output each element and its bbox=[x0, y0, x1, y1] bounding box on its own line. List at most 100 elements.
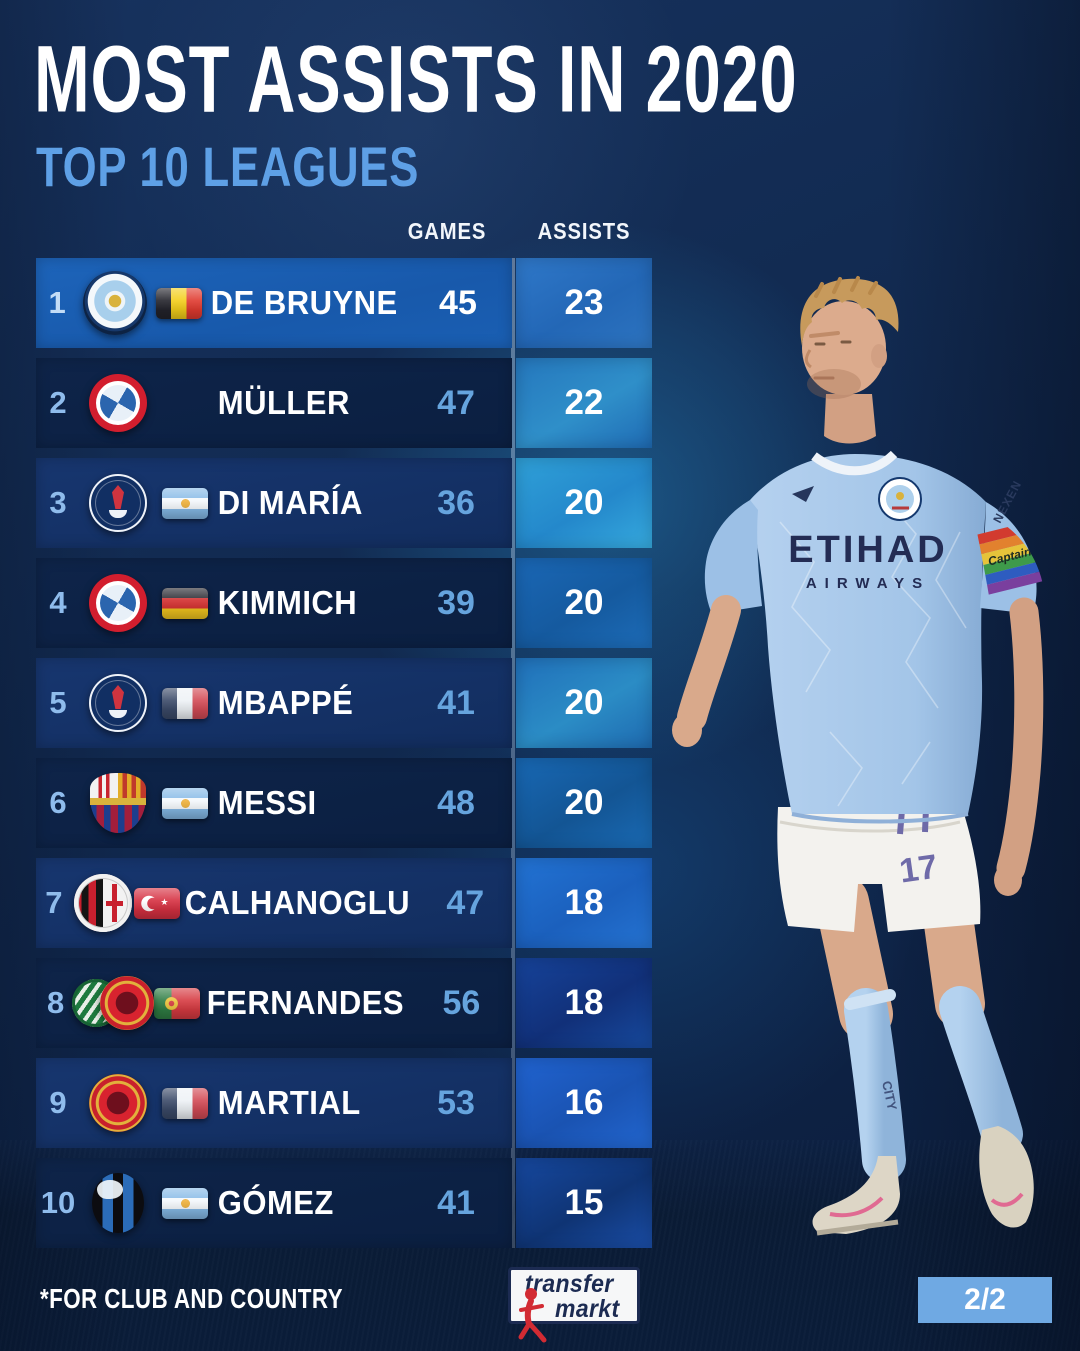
games-value: 47 bbox=[437, 383, 475, 422]
player-name: GÓMEZ bbox=[217, 1184, 334, 1221]
flag-gloss bbox=[162, 787, 208, 819]
player-name: MARTIAL bbox=[217, 1084, 361, 1121]
player-name: MBAPPÉ bbox=[217, 684, 354, 721]
shorts-seam bbox=[779, 820, 961, 833]
city-crest-inner bbox=[886, 485, 914, 513]
player-right-boot bbox=[812, 1156, 900, 1234]
boot-sole bbox=[816, 1219, 899, 1236]
row-main: 2 MÜLLER 47 bbox=[36, 358, 512, 448]
flag-cell bbox=[151, 987, 203, 1019]
row-main: 5 MBAPPÉ 41 bbox=[36, 658, 512, 748]
city-crest-gold bbox=[896, 492, 904, 500]
games-value: 47 bbox=[446, 883, 485, 922]
shorts-straps bbox=[897, 807, 929, 835]
jersey-sponsor-2: AIRWAYS bbox=[806, 575, 930, 592]
rank-label: 5 bbox=[49, 685, 67, 720]
player-left-boot bbox=[979, 1126, 1034, 1228]
player-name: DI MARÍA bbox=[217, 484, 363, 521]
club-badge-barca bbox=[90, 773, 146, 833]
player-ear bbox=[871, 344, 887, 368]
assists-value: 16 bbox=[564, 1083, 604, 1122]
nation-flag-tr bbox=[134, 887, 181, 919]
player-right-sock bbox=[844, 988, 906, 1182]
table-row: 9 MARTIAL 53 16 bbox=[36, 1058, 656, 1148]
flag-cell bbox=[156, 687, 214, 719]
assists-value: 20 bbox=[564, 583, 604, 622]
flag-gloss bbox=[162, 487, 208, 519]
page-indicator-text: 2/2 bbox=[964, 1283, 1006, 1316]
row-main: 10 GÓMEZ 41 bbox=[36, 1158, 512, 1248]
assists-cell: 22 bbox=[516, 358, 652, 448]
shirt-mosaic-pattern bbox=[779, 491, 967, 807]
sleeve-text: NEXEN bbox=[990, 478, 1024, 525]
column-header-games: GAMES bbox=[407, 218, 487, 244]
assists-value: 18 bbox=[564, 983, 604, 1022]
player-left-hand bbox=[994, 864, 1022, 896]
player-right-forearm bbox=[677, 595, 741, 732]
table-row: 6 MESSI 48 20 bbox=[36, 758, 656, 848]
puma-logo bbox=[792, 486, 814, 502]
table-row: 10 GÓMEZ 41 15 bbox=[36, 1158, 656, 1248]
assists-value: 20 bbox=[564, 483, 604, 522]
player-shirt bbox=[750, 454, 986, 814]
badge-cell bbox=[80, 1173, 156, 1233]
player-photo-de-bruyne: 17 CITY NEXEN Captain bbox=[672, 276, 1049, 1236]
assists-value: 15 bbox=[564, 1183, 604, 1222]
assists-value: 23 bbox=[564, 283, 604, 322]
games-value: 41 bbox=[437, 1183, 475, 1222]
rank-label: 2 bbox=[49, 385, 67, 420]
player-shorts bbox=[777, 807, 981, 932]
captain-armband: Captain bbox=[966, 518, 1049, 598]
footnote: *FOR CLUB AND COUNTRY bbox=[40, 1283, 343, 1314]
rank-label: 3 bbox=[49, 485, 67, 520]
nation-flag-be bbox=[156, 287, 203, 319]
player-brow bbox=[809, 331, 840, 338]
rank-label: 1 bbox=[48, 285, 66, 320]
nation-flag-pt bbox=[154, 987, 201, 1019]
player-left-sock bbox=[939, 986, 1023, 1155]
row-main: 9 MARTIAL 53 bbox=[36, 1058, 512, 1148]
badge-cell bbox=[80, 474, 156, 532]
armband-text: Captain bbox=[987, 544, 1033, 568]
badge-cell bbox=[80, 574, 156, 632]
badge-cell bbox=[80, 374, 156, 432]
assists-cell: 20 bbox=[516, 558, 652, 648]
flag-cell bbox=[134, 887, 181, 919]
assists-cell: 20 bbox=[516, 758, 652, 848]
sock-band bbox=[844, 989, 896, 1010]
player-name: DE BRUYNE bbox=[210, 284, 398, 321]
rank-label: 6 bbox=[49, 785, 67, 820]
assists-cell: 20 bbox=[516, 658, 652, 748]
player-right-sleeve bbox=[704, 500, 762, 614]
games-value: 48 bbox=[437, 783, 475, 822]
rank-label: 4 bbox=[49, 585, 67, 620]
page-title: MOST ASSISTS IN 2020 bbox=[34, 25, 798, 132]
page-subtitle: TOP 10 LEAGUES bbox=[36, 135, 420, 198]
games-value: 45 bbox=[439, 283, 477, 322]
player-left-sleeve bbox=[980, 502, 1037, 614]
logo-word-markt: markt bbox=[555, 1295, 620, 1323]
row-main: 8 FERNANDES 56 bbox=[36, 958, 512, 1048]
nation-flag-fr bbox=[162, 1087, 208, 1119]
nation-flag-ar bbox=[162, 787, 208, 819]
flag-gloss bbox=[162, 1087, 208, 1119]
table-row: 8 FERNANDES 56 18 bbox=[36, 958, 656, 1048]
rank-label: 8 bbox=[46, 985, 65, 1020]
flag-cell bbox=[156, 587, 214, 619]
column-divider bbox=[511, 258, 515, 1248]
nation-flag-ar bbox=[162, 487, 208, 519]
flag-cell bbox=[151, 287, 207, 319]
flag-gloss bbox=[162, 587, 208, 619]
rank-label: 10 bbox=[40, 1185, 76, 1220]
nation-flag-ar bbox=[162, 1187, 208, 1219]
games-value: 36 bbox=[437, 483, 475, 522]
column-header-assists: ASSISTS bbox=[537, 218, 631, 244]
rank-label: 7 bbox=[45, 885, 63, 920]
flag-cell bbox=[156, 388, 214, 419]
badge-cell bbox=[80, 773, 156, 833]
table-row: 4 KIMMICH 39 20 bbox=[36, 558, 656, 648]
club-badge-manutd bbox=[89, 1074, 147, 1132]
flag-gloss bbox=[162, 687, 208, 719]
assists-value: 18 bbox=[564, 883, 604, 922]
